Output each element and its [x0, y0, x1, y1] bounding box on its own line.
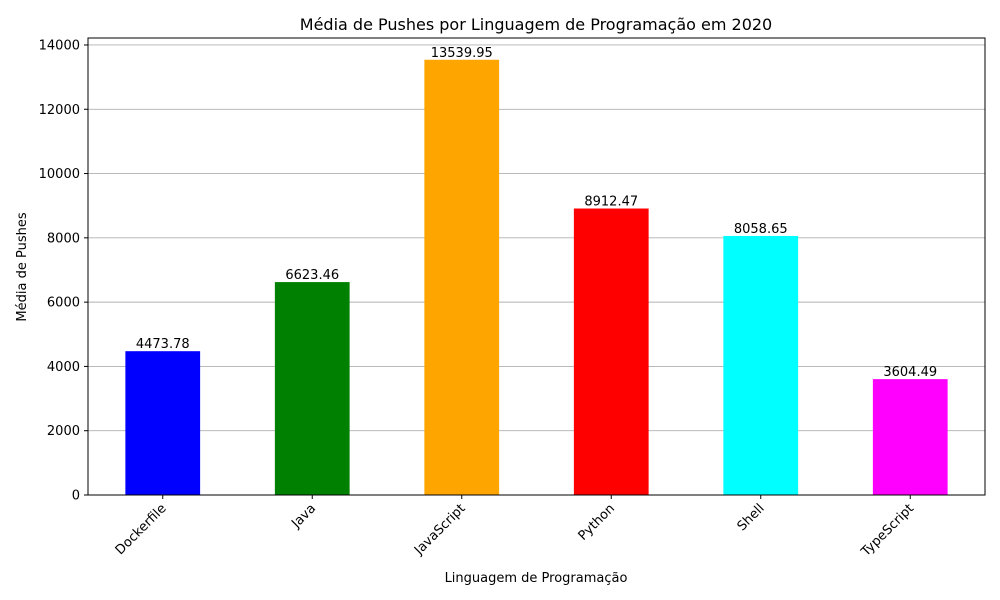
- bar-value-label: 8912.47: [584, 195, 638, 210]
- x-tick-label: JavaScript: [411, 501, 468, 558]
- bar-layer: [125, 59, 948, 496]
- x-tick-label: Java: [288, 501, 319, 532]
- bar-value-label: 4473.78: [136, 337, 190, 352]
- y-tick-label: 12000: [39, 103, 80, 118]
- x-tick-label: TypeScript: [858, 501, 917, 560]
- bar-javascript: [424, 59, 500, 495]
- x-tick-label: Shell: [735, 501, 768, 534]
- axis-layer: [84, 37, 986, 499]
- x-axis-label: Linguagem de Programação: [445, 571, 628, 586]
- y-tick-label: 10000: [39, 167, 80, 182]
- plot-frame: [87, 37, 986, 496]
- bar-value-label: 6623.46: [285, 268, 339, 283]
- y-tick-label: 4000: [47, 360, 80, 375]
- x-tick-label: Dockerfile: [113, 501, 170, 558]
- y-tick-label: 2000: [47, 424, 80, 439]
- grid-layer: [88, 44, 985, 496]
- y-axis-label: Média de Pushes: [15, 212, 30, 321]
- bar-value-label: 8058.65: [734, 222, 788, 237]
- y-tick-label: 6000: [47, 296, 80, 311]
- bar-shell: [723, 235, 799, 495]
- bar-typescript: [872, 379, 948, 495]
- x-tick-label: Python: [576, 501, 618, 543]
- y-tick-label: 8000: [47, 231, 80, 246]
- bar-python: [573, 208, 649, 496]
- bar-dockerfile: [125, 351, 201, 495]
- y-tick-label: 0: [72, 489, 80, 504]
- bar-java: [274, 282, 350, 495]
- chart-title: Média de Pushes por Linguagem de Program…: [300, 15, 772, 34]
- bar-value-label: 3604.49: [883, 365, 937, 380]
- bar-value-label: 13539.95: [431, 46, 493, 61]
- y-tick-label: 14000: [39, 38, 80, 53]
